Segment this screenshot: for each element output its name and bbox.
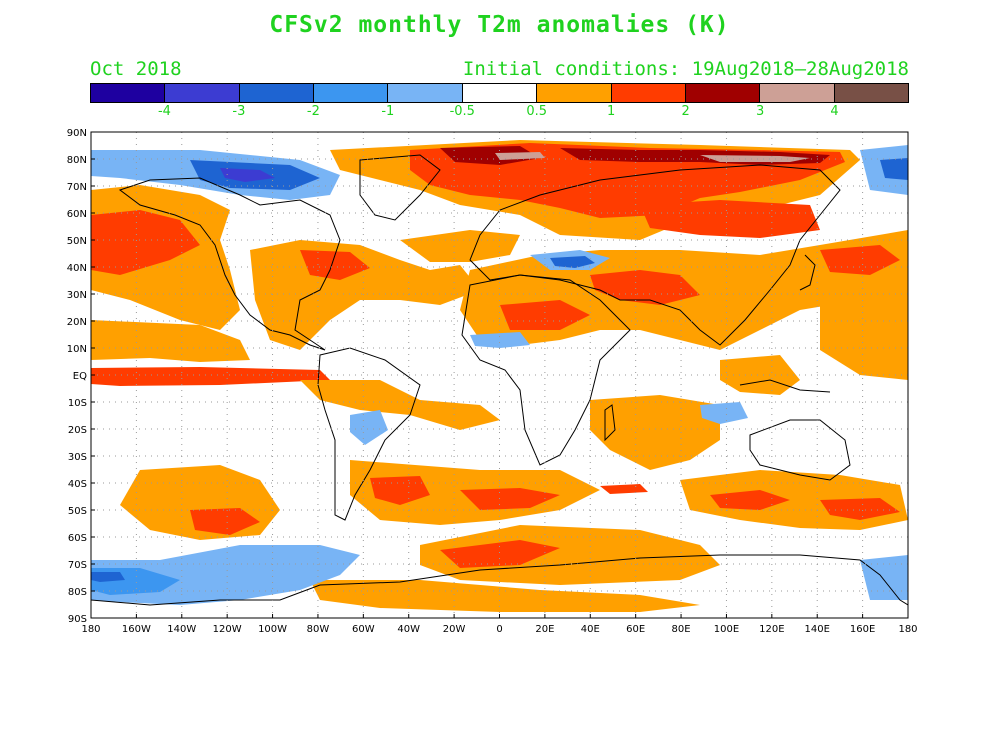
lat-tick-label: 60S bbox=[68, 533, 87, 544]
lon-tick-label: 100E bbox=[714, 624, 739, 635]
lat-tick-label: 30N bbox=[67, 290, 87, 301]
lat-tick-label: 90N bbox=[67, 128, 87, 139]
colorbar-label: 0.5 bbox=[526, 104, 548, 119]
colorbar-label: -3 bbox=[232, 104, 246, 119]
lon-tick-label: 140W bbox=[167, 624, 196, 635]
colorbar-segment bbox=[462, 84, 538, 102]
lon-tick-label: 60E bbox=[626, 624, 645, 635]
colorbar-segment bbox=[611, 84, 686, 102]
longitude-axis: 180 160W 140W 120W 100W 80W 60W 40W 20W 0 20E 40E 60… bbox=[81, 614, 918, 635]
colorbar-labels: -4 -3 -2 -1 -0.5 0.5 1 2 3 4 bbox=[90, 104, 909, 124]
coastlines bbox=[91, 154, 908, 606]
lat-tick-label: 10S bbox=[68, 398, 87, 409]
colorbar-segment bbox=[314, 84, 389, 102]
lon-tick-label: 40E bbox=[581, 624, 600, 635]
colorbar-label: -0.5 bbox=[449, 104, 475, 119]
colorbar-label: 2 bbox=[681, 104, 690, 119]
lat-tick-label: 90S bbox=[68, 614, 87, 625]
lat-tick-label: EQ bbox=[73, 371, 87, 382]
colorbar-segment bbox=[685, 84, 761, 102]
lat-tick-label: 40N bbox=[67, 263, 87, 274]
lon-tick-label: 60W bbox=[352, 624, 375, 635]
lon-tick-label: 180 bbox=[81, 624, 100, 635]
lon-tick-label: 180 bbox=[898, 624, 917, 635]
colorbar-segment bbox=[388, 84, 463, 102]
lat-tick-label: 40S bbox=[68, 479, 87, 490]
lat-tick-label: 70S bbox=[68, 560, 87, 571]
lat-tick-label: 80N bbox=[67, 155, 87, 166]
lon-tick-label: 120W bbox=[213, 624, 242, 635]
lon-tick-label: 160E bbox=[850, 624, 875, 635]
chart-title: CFSv2 monthly T2m anomalies (K) bbox=[269, 12, 730, 38]
lon-tick-label: 20W bbox=[443, 624, 466, 635]
lon-tick-label: 20E bbox=[535, 624, 554, 635]
colorbar-segment bbox=[165, 84, 240, 102]
lon-tick-label: 40W bbox=[397, 624, 420, 635]
colorbar-label: -1 bbox=[381, 104, 395, 119]
lon-tick-label: 80E bbox=[672, 624, 691, 635]
colorbar-label: -2 bbox=[306, 104, 320, 119]
colorbar-segment bbox=[239, 84, 315, 102]
lon-tick-label: 120E bbox=[759, 624, 784, 635]
initial-conditions: Initial conditions: 19Aug2018–28Aug2018 bbox=[462, 58, 909, 80]
colorbar bbox=[90, 83, 909, 103]
lat-tick-label: 60N bbox=[67, 209, 87, 220]
colorbar-segment bbox=[834, 84, 908, 102]
colorbar-segment bbox=[91, 84, 166, 102]
lat-tick-label: 20S bbox=[68, 425, 87, 436]
colorbar-label: 1 bbox=[607, 104, 616, 119]
lat-tick-label: 50S bbox=[68, 506, 87, 517]
lat-tick-label: 10N bbox=[67, 344, 87, 355]
latitude-axis: 90N 80N 70N 60N 50N 40N 30N 20N 10N EQ 10S 20S 30S 40… bbox=[67, 128, 95, 625]
anomaly-shading bbox=[91, 140, 908, 612]
lon-tick-label: 0 bbox=[496, 624, 502, 635]
lat-tick-label: 70N bbox=[67, 182, 87, 193]
lon-tick-label: 140E bbox=[805, 624, 830, 635]
lon-tick-label: 160W bbox=[122, 624, 151, 635]
lat-tick-label: 30S bbox=[68, 452, 87, 463]
grid-dots bbox=[91, 132, 908, 618]
colorbar-segment bbox=[760, 84, 835, 102]
forecast-month: Oct 2018 bbox=[90, 58, 182, 80]
lon-tick-label: 100W bbox=[258, 624, 287, 635]
colorbar-segment bbox=[537, 84, 612, 102]
colorbar-label: -4 bbox=[157, 104, 171, 119]
lat-tick-label: 50N bbox=[67, 236, 87, 247]
colorbar-label: 3 bbox=[755, 104, 765, 119]
lat-tick-label: 80S bbox=[68, 587, 87, 598]
lat-tick-label: 20N bbox=[67, 317, 87, 328]
lon-tick-label: 80W bbox=[307, 624, 330, 635]
colorbar-label: 4 bbox=[830, 104, 839, 119]
